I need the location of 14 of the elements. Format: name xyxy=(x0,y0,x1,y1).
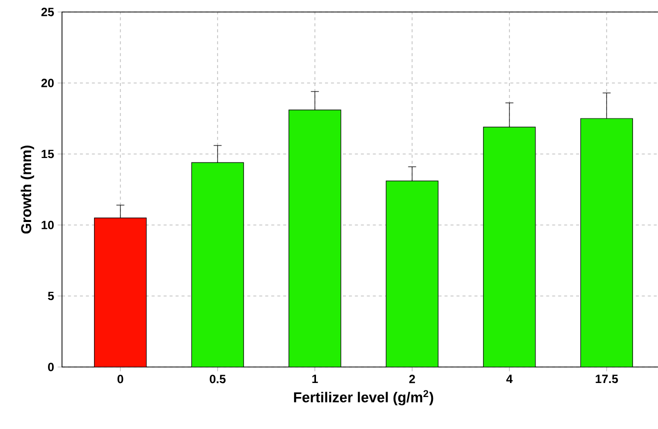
y-tick-label: 25 xyxy=(41,8,54,16)
x-tick-label: 1 xyxy=(312,374,318,383)
y-axis-title: Growth (mm) xyxy=(20,146,34,234)
x-tick-label: 17.5 xyxy=(596,374,618,384)
x-tick-label: 0.5 xyxy=(210,374,226,384)
x-tick-label: 0 xyxy=(118,374,124,384)
x-tick-label: 2 xyxy=(409,374,415,384)
y-tick-label: 5 xyxy=(48,292,54,300)
y-tick-label: 10 xyxy=(42,220,54,230)
x-axis-title: Fertilizer level (g/m$^{2}$) xyxy=(294,390,434,406)
x-tick-label: 4 xyxy=(506,374,513,383)
y-tick-label: 15 xyxy=(42,150,54,158)
y-tick-label: 0 xyxy=(48,362,54,372)
y-tick-label: 20 xyxy=(41,78,54,88)
